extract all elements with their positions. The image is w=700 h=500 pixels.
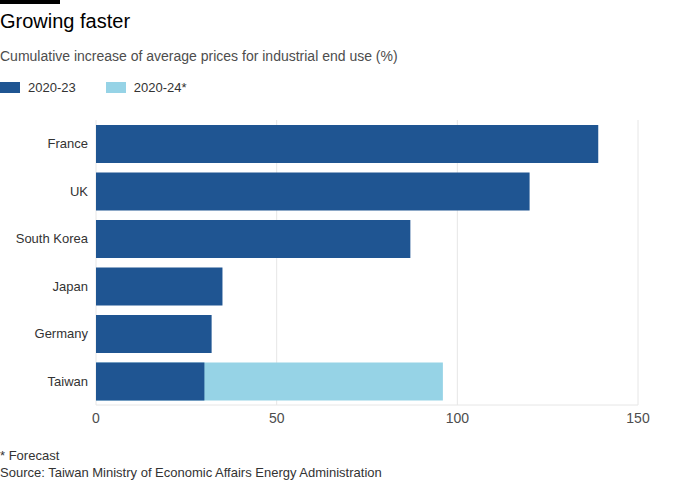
html-text:2020-24*: 2020-24* [133, 80, 187, 95]
svg-text:150: 150 [626, 410, 650, 426]
svg-text:Germany: Germany [35, 326, 89, 341]
html-text:* Forecast: * Forecast [0, 448, 60, 463]
html-text:Cumulative increase of average: Cumulative increase of average prices fo… [0, 48, 398, 64]
svg-text:100: 100 [446, 410, 470, 426]
svg-text:France: France [48, 136, 88, 151]
svg-text:Taiwan: Taiwan [48, 374, 88, 389]
svg-text:South Korea: South Korea [16, 231, 89, 246]
svg-text:UK: UK [70, 184, 88, 199]
html-text:Growing faster: Growing faster [0, 10, 131, 32]
svg-text:50: 50 [269, 410, 285, 426]
html-text:2020-23: 2020-23 [28, 80, 76, 95]
svg-text:Japan: Japan [53, 279, 88, 294]
html-text:Source: Taiwan Ministry of Eco: Source: Taiwan Ministry of Economic Affa… [0, 465, 382, 480]
svg-text:0: 0 [92, 410, 100, 426]
